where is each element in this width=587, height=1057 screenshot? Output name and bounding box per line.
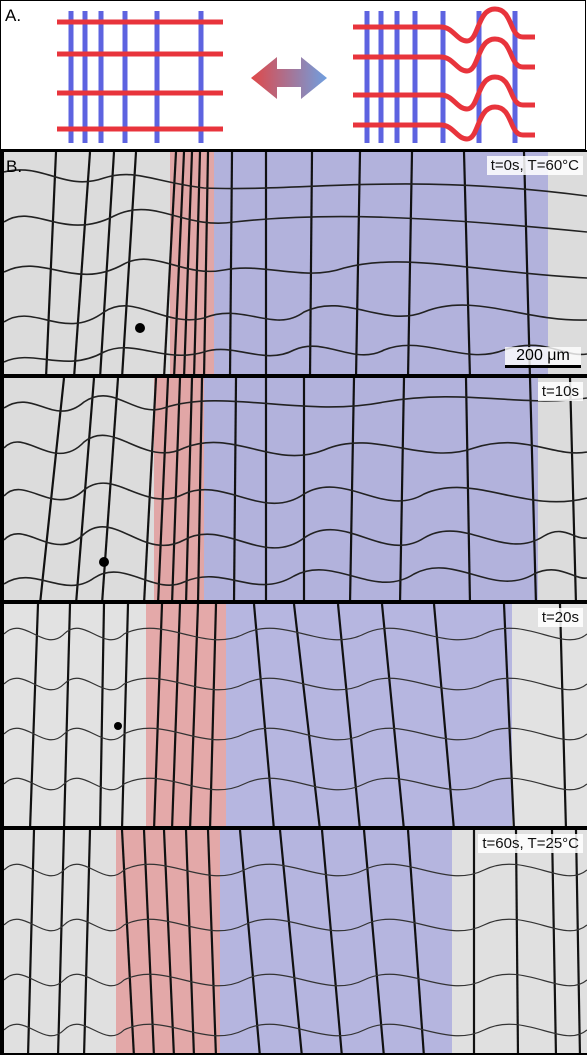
micrograph-frame-2: t=10s (4, 376, 587, 602)
micrograph-frame-4: t=60s, T=25°C (4, 828, 587, 1055)
straight-grid (57, 11, 223, 143)
scale-bar: 200 μm (505, 347, 581, 368)
double-arrow-icon (251, 57, 327, 99)
micrograph-image (4, 830, 587, 1053)
time-label: t=60s, T=25°C (478, 834, 583, 853)
micrograph-image (4, 604, 587, 826)
schematic (57, 6, 535, 143)
scale-bar-line (505, 365, 581, 368)
time-label: t=10s (537, 382, 583, 401)
panel-a-label: A. (5, 6, 22, 25)
scale-bar-label: 200 μm (505, 347, 581, 365)
time-label: t=0s, T=60°C (486, 156, 583, 175)
panel-b-border (0, 150, 4, 1055)
panel-a: A. (0, 0, 586, 150)
micrograph-frame-1: t=0s, T=60°C 200 μm (4, 150, 587, 376)
time-label: t=20s (537, 608, 583, 627)
micrograph-frame-3: t=20s (4, 602, 587, 828)
panel-b-label: B. (6, 157, 23, 176)
micrograph-image (4, 152, 587, 374)
buckled-grid (353, 6, 535, 143)
micrograph-image (4, 378, 587, 600)
